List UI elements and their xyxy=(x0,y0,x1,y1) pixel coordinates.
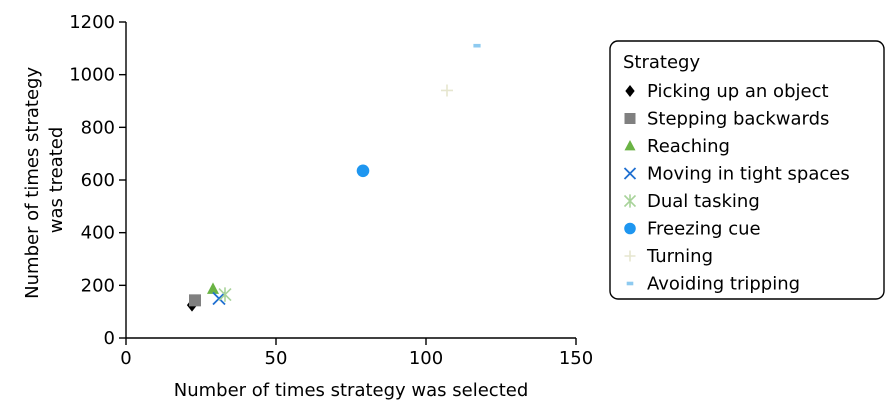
legend-item: Dual tasking xyxy=(623,191,760,212)
legend-item: Reaching xyxy=(624,136,730,157)
legend-item: Stepping backwards xyxy=(624,109,829,130)
legend-marker xyxy=(624,222,636,235)
legend-marker xyxy=(626,281,634,286)
y-axis-label-line-2: was treated xyxy=(46,127,67,234)
legend: Strategy Picking up an object Stepping ba… xyxy=(609,40,885,300)
y-tick-label: 1000 xyxy=(69,65,115,86)
legend-marker xyxy=(623,167,637,180)
legend-item: Freezing cue xyxy=(624,219,761,240)
legend-label: Moving in tight spaces xyxy=(647,164,850,185)
x-ticks: 0 50 100 150 xyxy=(120,338,593,369)
legend-item: Picking up an object xyxy=(625,81,829,102)
data-point xyxy=(356,164,370,178)
y-tick-label: 0 xyxy=(104,328,115,349)
legend-label: Stepping backwards xyxy=(647,109,829,130)
y-tick-label: 400 xyxy=(81,223,115,244)
y-ticks: 0 200 400 600 800 1000 1200 xyxy=(69,12,126,349)
axes: 0 200 400 600 800 1000 1200 0 50 100 150 xyxy=(69,12,593,369)
x-tick-label: 50 xyxy=(265,348,288,369)
legend-marker xyxy=(624,113,636,124)
legend-marker xyxy=(623,194,637,208)
legend-label: Dual tasking xyxy=(647,191,760,212)
legend-items: Picking up an object Stepping backwards Re… xyxy=(623,81,850,295)
y-tick-label: 1200 xyxy=(69,12,115,33)
legend-box xyxy=(609,40,885,300)
data-point xyxy=(207,282,219,294)
data-points xyxy=(186,43,481,312)
legend-marker xyxy=(624,139,636,151)
data-point xyxy=(189,294,201,307)
data-point xyxy=(473,43,481,48)
y-tick-label: 600 xyxy=(81,170,115,191)
x-tick-label: 150 xyxy=(559,348,593,369)
legend-marker xyxy=(624,250,636,262)
legend-label: Freezing cue xyxy=(647,219,761,240)
y-axis-label-line-1: Number of times strategy xyxy=(22,67,43,299)
data-point xyxy=(218,287,232,302)
x-tick-label: 0 xyxy=(120,348,131,369)
data-point xyxy=(441,84,453,97)
legend-item: Avoiding tripping xyxy=(626,274,800,295)
legend-label: Picking up an object xyxy=(647,81,829,102)
legend-item: Moving in tight spaces xyxy=(623,164,850,185)
legend-label: Reaching xyxy=(647,136,730,157)
x-axis-label: Number of times strategy was selected xyxy=(174,380,529,401)
y-axis-label: Number of times strategy was treated xyxy=(22,61,67,299)
x-tick-label: 100 xyxy=(409,348,443,369)
data-point xyxy=(212,291,226,306)
legend-label: Avoiding tripping xyxy=(647,274,800,295)
y-tick-label: 200 xyxy=(81,275,115,296)
legend-title: Strategy xyxy=(623,52,700,73)
legend-item: Turning xyxy=(624,246,713,267)
y-tick-label: 800 xyxy=(81,117,115,138)
legend-label: Turning xyxy=(646,246,713,267)
legend-marker xyxy=(625,84,635,98)
